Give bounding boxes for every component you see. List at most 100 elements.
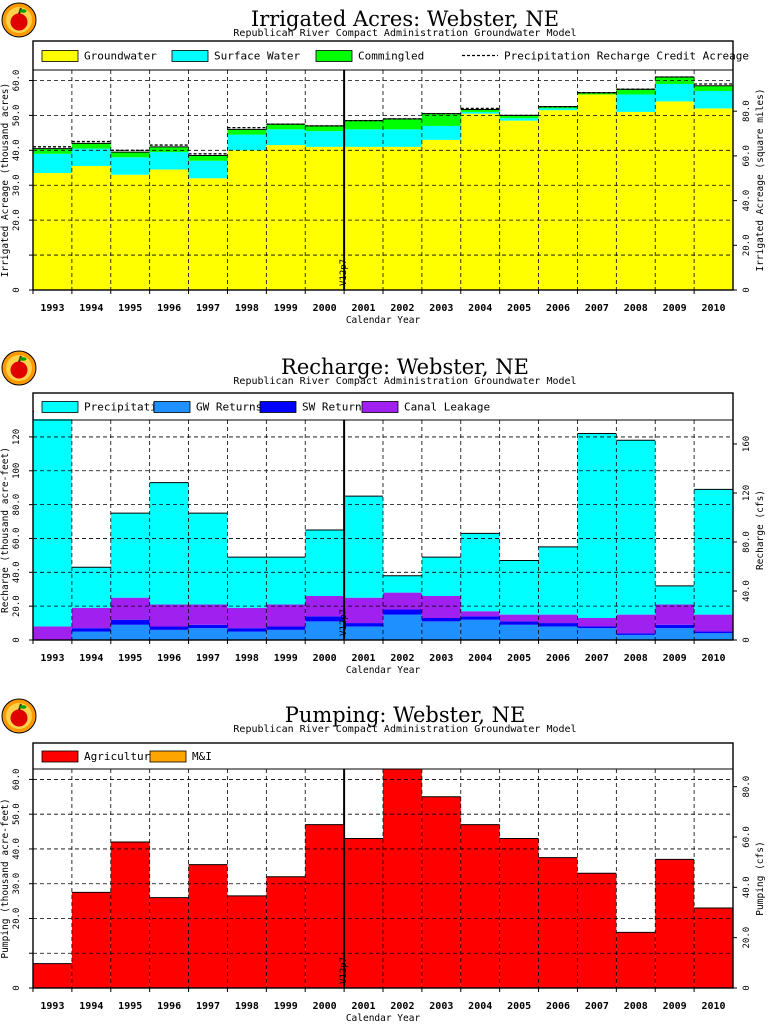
y2-axis-title: Recharge (cfs) [755,490,766,570]
bar-gw-returns-1994 [71,631,111,640]
bar-sw-returns-2001 [344,623,383,627]
legend-label: SW Returns [302,401,368,414]
bar-groundwater-1999 [266,145,306,290]
bar-groundwater-2000 [305,146,345,290]
bar-canal-leakage-1997 [188,604,228,625]
bar-sw-returns-2007 [577,626,617,629]
bar-commingled-2008 [616,89,656,95]
x-tick-label: 1996 [157,1001,181,1012]
legend-label: GW Returns [196,401,262,414]
bar-precipitation-2001 [344,496,383,598]
x-axis-title: Calendar Year [346,315,421,326]
y-tick-label: 50.0 [12,803,22,825]
bar-commingled-1999 [266,124,306,130]
bar-canal-leakage-2003 [421,596,461,618]
x-tick-label: 2009 [663,303,687,314]
bar-sw-returns-2003 [421,618,461,622]
x-tick-label: 2002 [390,1001,414,1012]
x-tick-label: 1995 [118,1001,142,1012]
bar-precipitation-1993 [33,411,72,627]
bar-gw-returns-1997 [188,628,228,640]
bar-surface-water-1999 [266,129,306,146]
bar-groundwater-2007 [577,94,617,290]
x-tick-label: 1997 [196,653,220,664]
bar-commingled-2006 [538,106,578,109]
y-tick-label: 50.0 [12,105,22,127]
y-tick-label: 60.0 [12,70,22,92]
legend-swatch-sw-returns [259,401,297,413]
x-tick-label: 2005 [507,653,531,664]
legend-swatch-gw-returns [153,401,191,413]
bar-canal-leakage-2004 [460,611,500,617]
y2-tick-label: 0 [742,637,752,642]
bar-commingled-2001 [344,120,383,130]
bar-agricultural-2006 [538,857,578,988]
y-tick-label: 0 [12,985,22,990]
bar-surface-water-1998 [227,134,267,151]
x-tick-label: 2004 [468,303,492,314]
y2-tick-label: 80.0 [742,776,752,798]
chart-title: Pumping: Webster, NE [285,703,526,727]
y2-tick-label: 40.0 [742,190,752,212]
bar-canal-leakage-1993 [33,626,72,640]
x-tick-label: 2008 [624,1001,648,1012]
bar-surface-water-1997 [188,160,228,179]
x-tick-label: 2008 [624,653,648,664]
x-tick-label: 1993 [40,303,64,314]
y2-tick-label: 80.0 [742,531,752,553]
bar-agricultural-2004 [460,824,500,988]
bar-canal-leakage-2008 [616,614,656,634]
y2-tick-label: 80.0 [742,100,752,122]
x-tick-label: 2007 [585,653,609,664]
x-tick-label: 1995 [118,653,142,664]
bar-commingled-1998 [227,129,267,135]
x-tick-label: 1996 [157,303,181,314]
bar-surface-water-1996 [149,152,189,170]
bar-groundwater-2001 [344,146,383,290]
bar-commingled-2000 [305,125,345,132]
legend-swatch-agricultural [41,750,79,763]
legend-swatch-m-i [149,750,187,763]
bar-commingled-2010 [694,85,733,91]
bar-surface-water-1994 [71,148,111,167]
bar-surface-water-2004 [460,111,500,114]
bar-canal-leakage-2007 [577,618,617,627]
bar-precipitation-1994 [71,567,111,608]
x-tick-label: 2001 [352,303,376,314]
y2-tick-label: 0 [742,287,752,292]
bar-surface-water-1993 [33,153,72,174]
bar-gw-returns-2003 [421,621,461,640]
x-tick-label: 1995 [118,303,142,314]
legend-label: M&I [192,750,212,763]
legend-swatch-commingled [315,50,353,62]
bar-agricultural-1998 [227,895,267,988]
y2-tick-label: 120 [742,485,752,501]
y-tick-label: 0 [12,287,22,292]
bar-agricultural-1995 [110,842,150,988]
bar-precipitation-1997 [188,513,228,605]
bar-groundwater-2003 [421,139,461,290]
bar-precipitation-1995 [110,513,150,598]
bar-sw-returns-2002 [383,609,422,615]
bar-canal-leakage-1994 [71,607,111,629]
bar-groundwater-2010 [694,108,733,291]
y2-tick-label: 60.0 [742,826,752,848]
bar-agricultural-2009 [655,859,695,988]
legend-swatch-canal-leakage [361,401,399,413]
bar-gw-returns-1998 [227,631,267,640]
bar-precipitation-2006 [538,546,578,615]
bar-commingled-2005 [499,115,539,119]
bar-groundwater-2008 [616,111,656,291]
bar-commingled-1994 [71,143,111,149]
bar-gw-returns-2000 [305,621,345,640]
bar-gw-returns-2004 [460,619,500,640]
bar-sw-returns-2004 [460,616,500,620]
bar-agricultural-2001 [344,838,383,988]
x-tick-label: 1998 [235,1001,259,1012]
bar-precipitation-2003 [421,557,461,596]
legend-swatch-groundwater [41,50,79,62]
bar-canal-leakage-2010 [694,614,733,632]
bar-canal-leakage-2006 [538,614,578,624]
x-tick-label: 2008 [624,303,648,314]
